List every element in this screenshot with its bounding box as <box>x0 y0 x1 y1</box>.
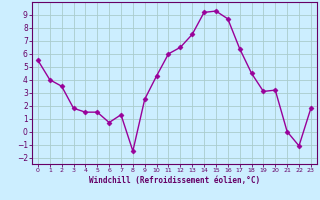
X-axis label: Windchill (Refroidissement éolien,°C): Windchill (Refroidissement éolien,°C) <box>89 176 260 185</box>
